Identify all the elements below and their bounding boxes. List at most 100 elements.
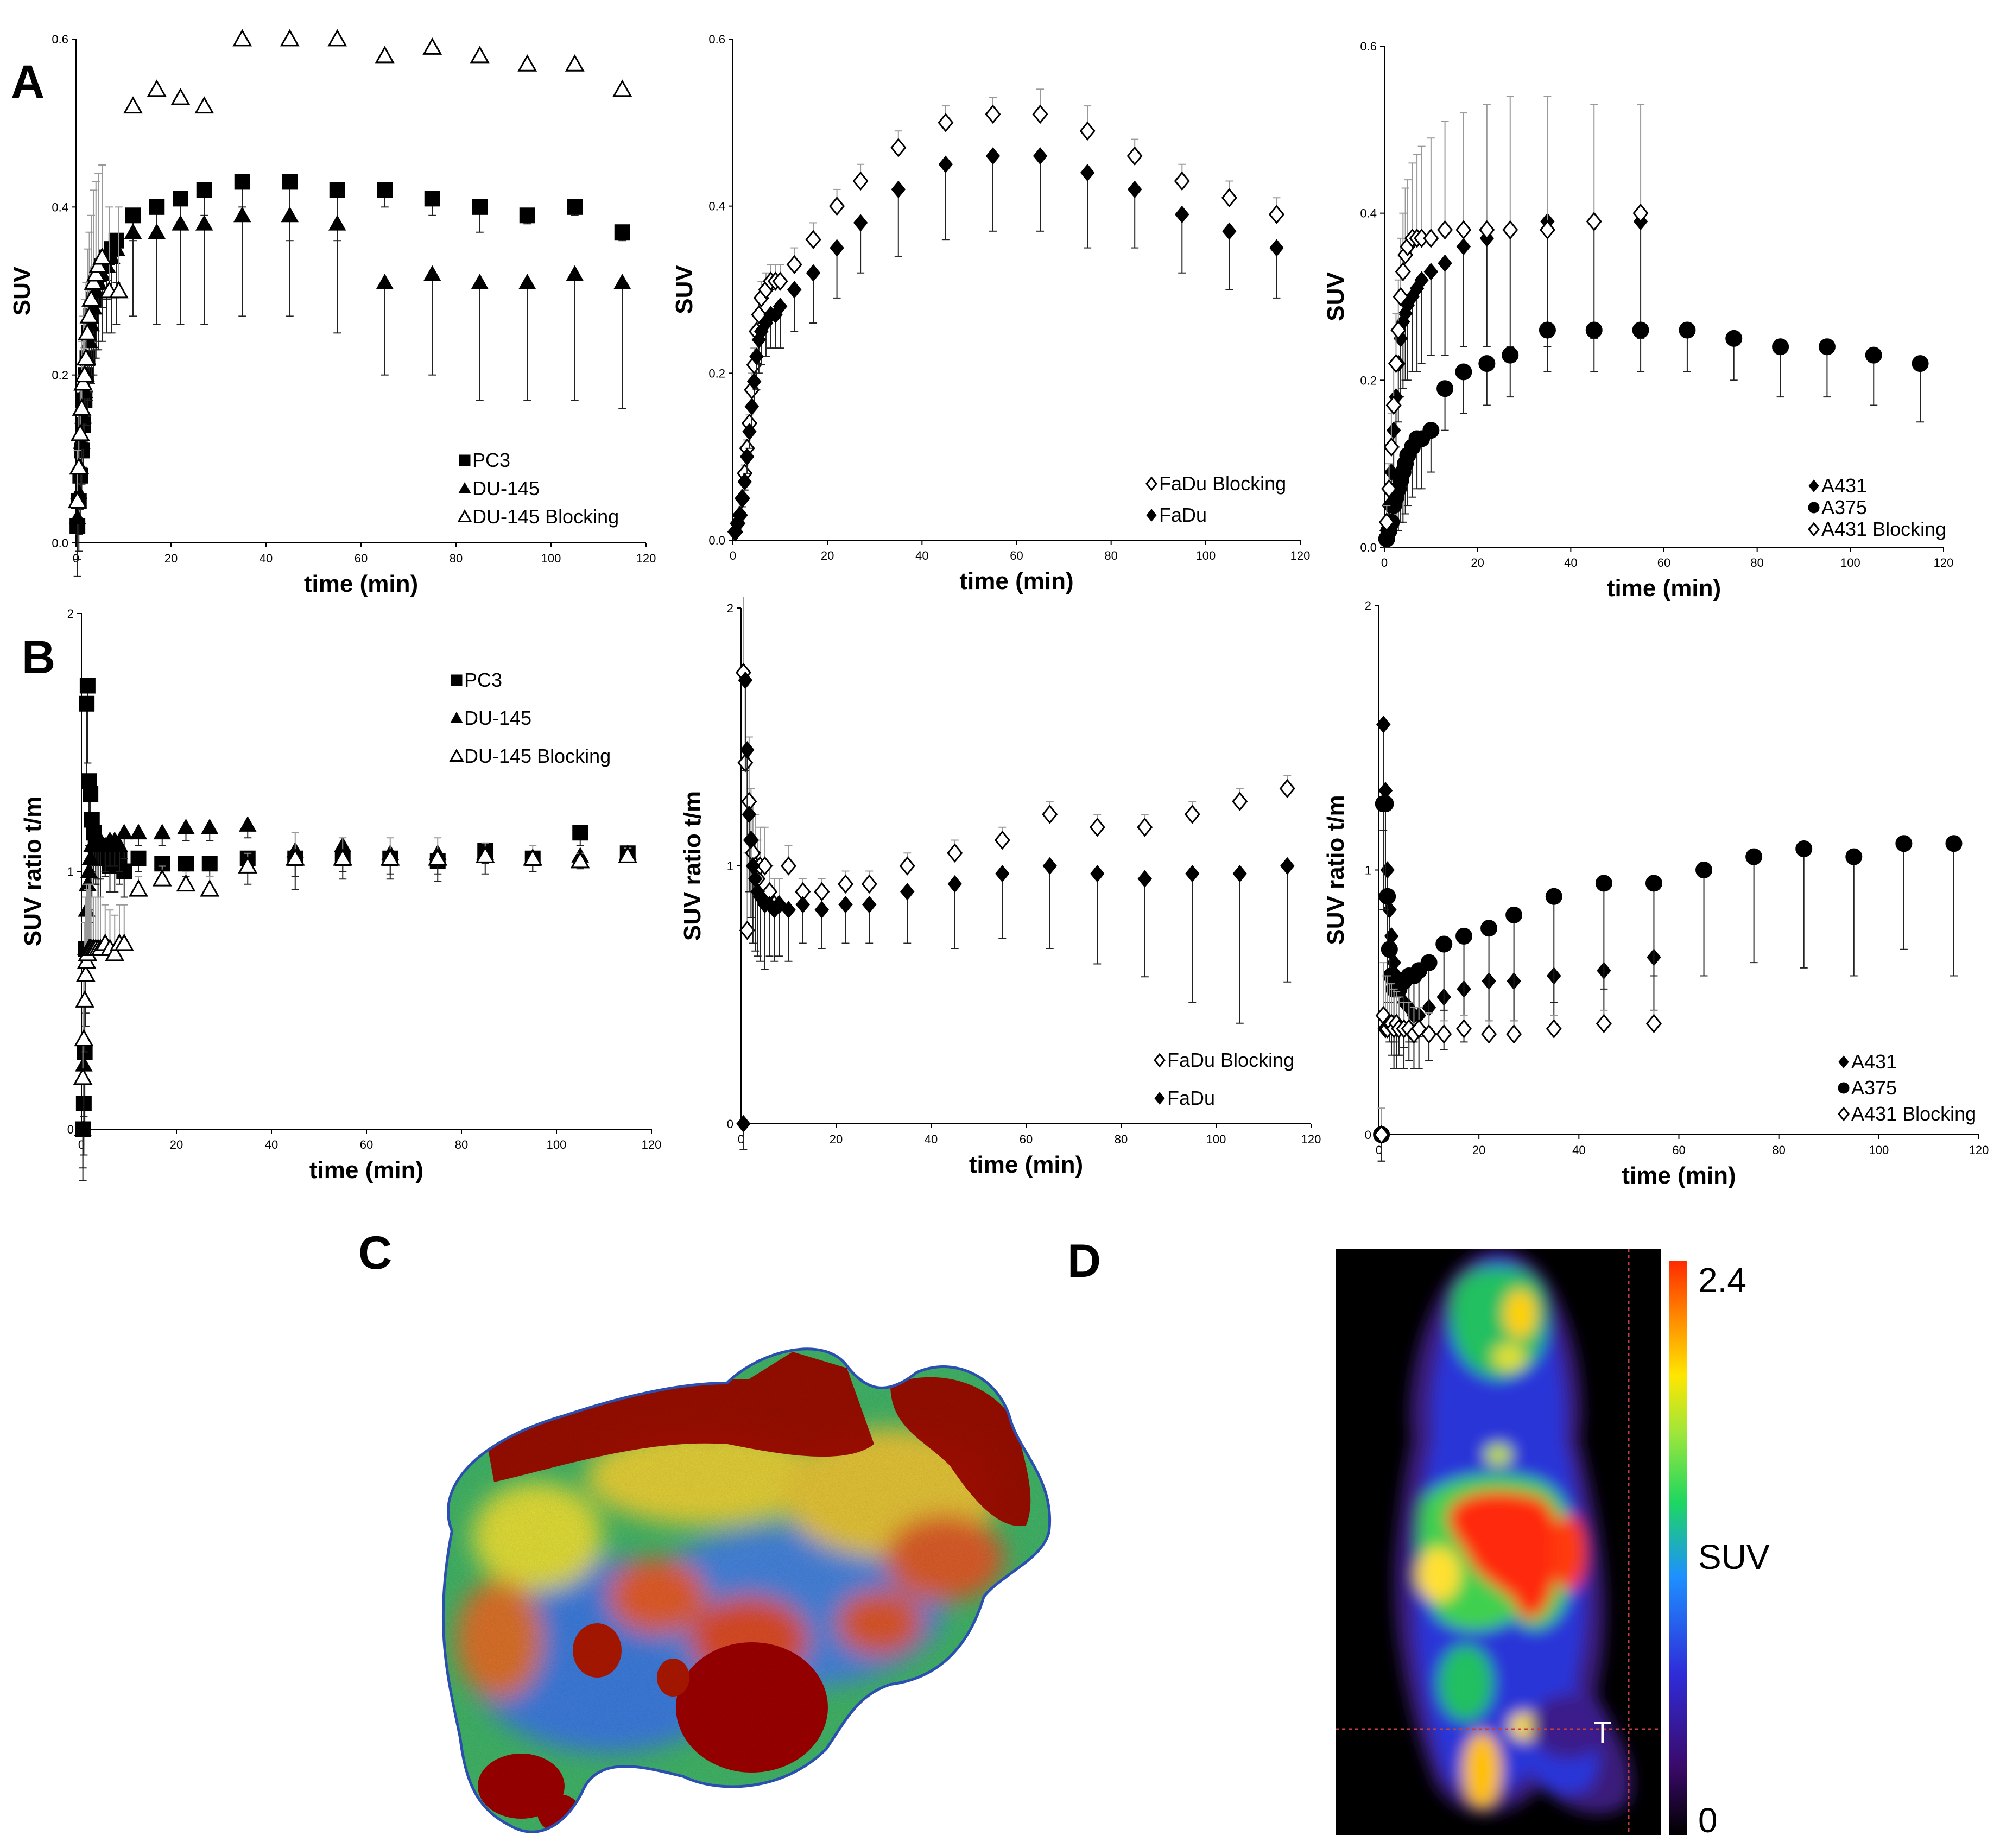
x-tick-label: 40 [915, 549, 928, 562]
x-tick-label: 40 [925, 1132, 938, 1146]
x-tick-label: 120 [642, 1138, 662, 1151]
data-point [772, 271, 788, 291]
data-point [149, 199, 165, 215]
y-axis-label: SUV ratio t/m [679, 791, 706, 941]
data-point [1042, 857, 1057, 875]
data-point [1545, 888, 1562, 905]
y-tick-label: 0.4 [1360, 207, 1377, 220]
data-point [80, 332, 98, 349]
x-tick-label: 20 [164, 552, 178, 565]
data-point [814, 901, 829, 919]
series-du-145-blocking [73, 832, 638, 1085]
series-a431 [1379, 212, 1648, 548]
x-tick-label: 80 [455, 1138, 468, 1151]
data-point [1539, 220, 1555, 240]
chart-a1: 0 20 40 60 80 100 120 0.0 0.2 0.4 0.6 time (min) SUV… [9, 29, 656, 597]
data-point [176, 874, 196, 892]
data-point [200, 879, 220, 897]
data-point [1506, 1024, 1522, 1044]
data-point [1481, 1024, 1497, 1044]
data-point [1388, 353, 1404, 374]
x-tick-label: 0 [1376, 1143, 1382, 1157]
data-point [125, 207, 141, 224]
data-point [1945, 835, 1963, 852]
data-point [900, 883, 915, 901]
data-point [1745, 848, 1763, 865]
legend-marker [451, 674, 463, 686]
x-tick-label: 120 [1301, 1132, 1321, 1146]
data-point [1393, 287, 1409, 307]
data-point [995, 865, 1010, 883]
legend-entry: FaDu Blocking [1159, 472, 1286, 495]
x-tick-label: 60 [1010, 549, 1023, 562]
data-point [148, 223, 166, 239]
panel-label-a: A [11, 56, 45, 108]
y-tick-label: 0.6 [52, 33, 68, 46]
y-axis-label: SUV [671, 265, 698, 314]
data-point [200, 818, 219, 834]
y-tick-label: 0.0 [1360, 541, 1377, 554]
data-point [1645, 1014, 1662, 1034]
data-point [1455, 363, 1472, 381]
data-point [1539, 321, 1556, 339]
data-point [1386, 421, 1401, 439]
x-tick-label: 100 [1195, 549, 1216, 562]
data-point [129, 824, 148, 840]
data-point [742, 422, 757, 441]
data-point [1895, 835, 1913, 852]
data-point [1632, 203, 1649, 223]
x-tick-label: 60 [1020, 1132, 1033, 1146]
chart-a3: 0 20 40 60 80 100 120 0.0 0.2 0.4 0.6 time (min) SUV… [1322, 40, 1953, 602]
series-fadu-blocking [735, 597, 1295, 940]
data-point [1456, 238, 1471, 256]
x-tick-label: 0 [73, 552, 79, 565]
data-point [428, 848, 448, 866]
x-tick-label: 80 [1750, 556, 1763, 569]
data-point [891, 180, 906, 199]
x-tick-label: 60 [355, 552, 368, 565]
data-point [329, 182, 345, 198]
data-point [1502, 220, 1518, 240]
y-tick-label: 0.6 [1360, 40, 1377, 53]
y-tick-label: 1 [67, 865, 74, 878]
data-point [333, 848, 353, 866]
data-point [570, 851, 590, 869]
colorbar-min-label: 0 [1698, 1801, 1718, 1835]
x-tick-label: 20 [1472, 1143, 1485, 1157]
x-axis-label: time (min) [959, 568, 1073, 594]
data-point [853, 214, 868, 232]
data-point [566, 265, 584, 281]
data-point [1436, 380, 1454, 397]
x-tick-label: 120 [1969, 1143, 1989, 1157]
x-axis-label: time (min) [304, 571, 418, 597]
data-point [862, 896, 877, 914]
data-point [519, 207, 535, 224]
data-point [1435, 935, 1453, 953]
data-point [68, 509, 86, 524]
data-point [153, 824, 172, 840]
y-tick-label: 0.4 [708, 200, 725, 213]
data-point [1818, 338, 1836, 356]
data-point [899, 856, 915, 876]
data-point [1395, 262, 1411, 282]
x-tick-label: 20 [170, 1138, 183, 1151]
data-point [238, 816, 257, 832]
data-point [1383, 437, 1400, 457]
data-point [81, 289, 101, 307]
data-point [130, 850, 147, 866]
data-point [744, 831, 758, 849]
x-tick-label: 0 [730, 549, 736, 562]
data-point [423, 265, 441, 281]
data-point [612, 79, 632, 97]
data-point [1090, 865, 1105, 883]
data-point [70, 423, 90, 441]
data-point [80, 862, 98, 878]
legend-marker [1154, 1053, 1166, 1068]
data-point [78, 322, 97, 340]
data-point [947, 875, 962, 893]
data-point [938, 155, 953, 173]
data-point [178, 856, 194, 872]
legend-entry: A431 Blocking [1851, 1103, 1976, 1125]
data-point [76, 348, 96, 366]
colorbar [1669, 1261, 1687, 1835]
